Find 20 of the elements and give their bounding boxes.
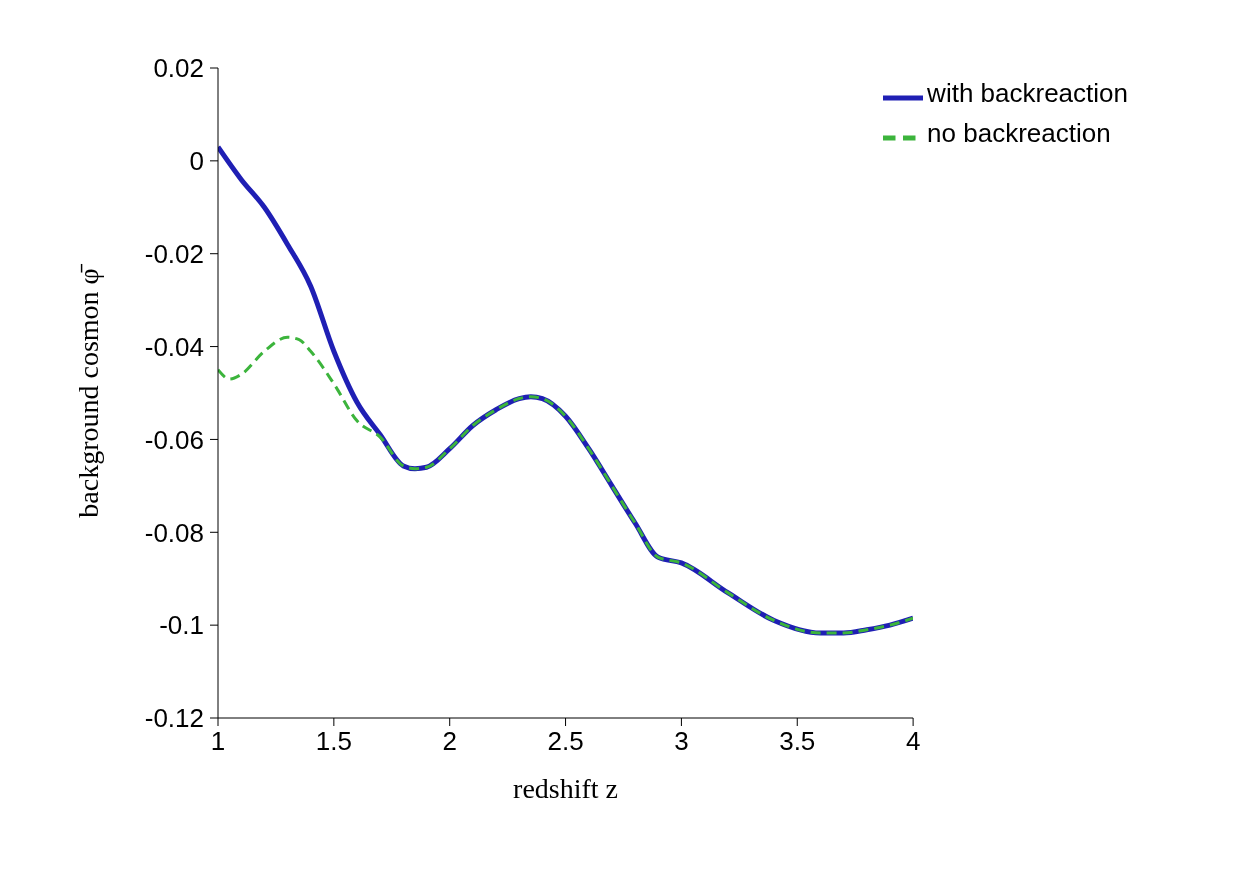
x-tick-label: 3 (674, 726, 689, 757)
x-tick-label: 1 (210, 726, 226, 757)
line-series (218, 335, 914, 635)
legend-label: no backreaction (927, 118, 1111, 149)
x-axis-title: redshift z (513, 773, 619, 804)
x-tick-label: 3.5 (779, 726, 816, 757)
y-tick-label: 0.02 (153, 53, 204, 84)
y-tick-label: -0.08 (144, 517, 204, 548)
x-tick-label: 2.5 (547, 726, 584, 757)
y-tick-label: -0.12 (144, 703, 204, 734)
legend-label: with backreaction (927, 78, 1128, 109)
y-tick-label: -0.02 (144, 238, 204, 269)
y-tick-label: -0.04 (144, 331, 204, 362)
y-axis-title: background cosmon φ̄ (72, 263, 104, 518)
y-tick-label: -0.1 (159, 610, 204, 641)
x-tick-label: 1.5 (315, 726, 352, 757)
y-tick-label: 0 (189, 146, 204, 177)
y-tick-label: -0.06 (144, 424, 204, 455)
x-tick-label: 2 (442, 726, 457, 757)
x-tick-label: 4 (905, 726, 921, 757)
